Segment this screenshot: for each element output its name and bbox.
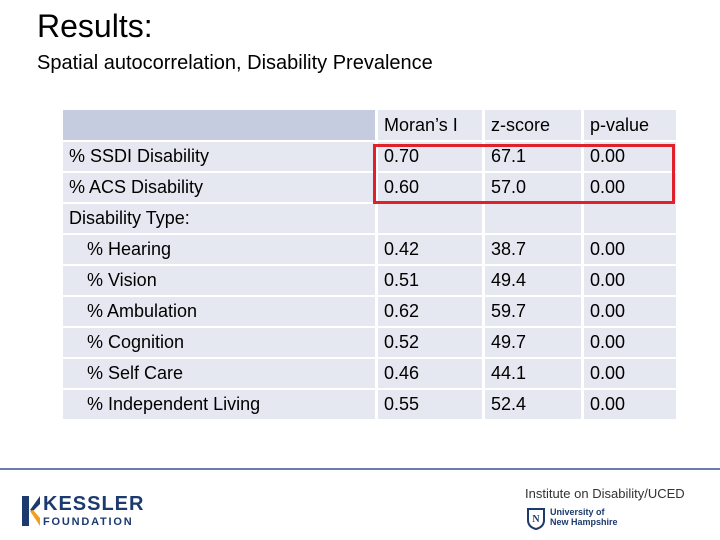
cell-empty xyxy=(378,204,482,233)
unh-line-2: New Hampshire xyxy=(550,517,618,527)
cell-morans-i: 0.55 xyxy=(378,390,482,419)
table-row-section: Disability Type: xyxy=(63,204,676,233)
cell-morans-i: 0.52 xyxy=(378,328,482,357)
cell-z-score: 67.1 xyxy=(485,142,581,171)
row-label: % Ambulation xyxy=(63,297,375,326)
svg-text:N: N xyxy=(532,514,540,525)
slide-title: Results: xyxy=(37,8,153,44)
cell-p-value: 0.00 xyxy=(584,235,676,264)
table-header-row: Moran’s I z-score p-value xyxy=(63,110,676,140)
col-header-z-score: z-score xyxy=(485,110,581,140)
row-label: % Vision xyxy=(63,266,375,295)
cell-p-value: 0.00 xyxy=(584,173,676,202)
cell-z-score: 49.7 xyxy=(485,328,581,357)
table-header-blank xyxy=(63,110,375,140)
table-row: % ACS Disability 0.60 57.0 0.00 xyxy=(63,173,676,202)
row-label: % SSDI Disability xyxy=(63,142,375,171)
col-header-p-value: p-value xyxy=(584,110,676,140)
cell-morans-i: 0.42 xyxy=(378,235,482,264)
cell-z-score: 52.4 xyxy=(485,390,581,419)
cell-morans-i: 0.60 xyxy=(378,173,482,202)
cell-p-value: 0.00 xyxy=(584,390,676,419)
institute-name: Institute on Disability/UCED xyxy=(525,486,685,501)
results-table: Moran’s I z-score p-value % SSDI Disabil… xyxy=(60,108,679,421)
row-label: % ACS Disability xyxy=(63,173,375,202)
kessler-logo-word: KESSLER xyxy=(43,493,145,515)
row-label: Disability Type: xyxy=(63,204,375,233)
cell-empty xyxy=(485,204,581,233)
cell-p-value: 0.00 xyxy=(584,142,676,171)
cell-morans-i: 0.46 xyxy=(378,359,482,388)
cell-z-score: 44.1 xyxy=(485,359,581,388)
kessler-logo-sub: FOUNDATION xyxy=(43,516,134,528)
footer: KESSLER FOUNDATION Institute on Disabili… xyxy=(0,470,720,540)
cell-z-score: 57.0 xyxy=(485,173,581,202)
slide-subtitle: Spatial autocorrelation, Disability Prev… xyxy=(37,52,433,74)
cell-morans-i: 0.62 xyxy=(378,297,482,326)
table-row: % Cognition 0.52 49.7 0.00 xyxy=(63,328,676,357)
cell-p-value: 0.00 xyxy=(584,297,676,326)
unh-shield-icon: N xyxy=(527,508,545,530)
table-row: % Independent Living 0.55 52.4 0.00 xyxy=(63,390,676,419)
row-label: % Hearing xyxy=(63,235,375,264)
table-row: % Self Care 0.46 44.1 0.00 xyxy=(63,359,676,388)
cell-z-score: 49.4 xyxy=(485,266,581,295)
table-row: % Vision 0.51 49.4 0.00 xyxy=(63,266,676,295)
cell-morans-i: 0.51 xyxy=(378,266,482,295)
row-label: % Self Care xyxy=(63,359,375,388)
table-row: % Ambulation 0.62 59.7 0.00 xyxy=(63,297,676,326)
row-label: % Independent Living xyxy=(63,390,375,419)
cell-z-score: 38.7 xyxy=(485,235,581,264)
kessler-mark-icon xyxy=(22,496,40,526)
kessler-foundation-logo: KESSLER FOUNDATION xyxy=(20,492,170,532)
footer-divider xyxy=(0,468,720,470)
unh-wordmark: University of New Hampshire xyxy=(550,507,618,527)
cell-p-value: 0.00 xyxy=(584,266,676,295)
cell-z-score: 59.7 xyxy=(485,297,581,326)
cell-p-value: 0.00 xyxy=(584,328,676,357)
cell-empty xyxy=(584,204,676,233)
col-header-morans-i: Moran’s I xyxy=(378,110,482,140)
table-row: % SSDI Disability 0.70 67.1 0.00 xyxy=(63,142,676,171)
cell-p-value: 0.00 xyxy=(584,359,676,388)
table-row: % Hearing 0.42 38.7 0.00 xyxy=(63,235,676,264)
unh-line-1: University of xyxy=(550,507,605,517)
row-label: % Cognition xyxy=(63,328,375,357)
cell-morans-i: 0.70 xyxy=(378,142,482,171)
